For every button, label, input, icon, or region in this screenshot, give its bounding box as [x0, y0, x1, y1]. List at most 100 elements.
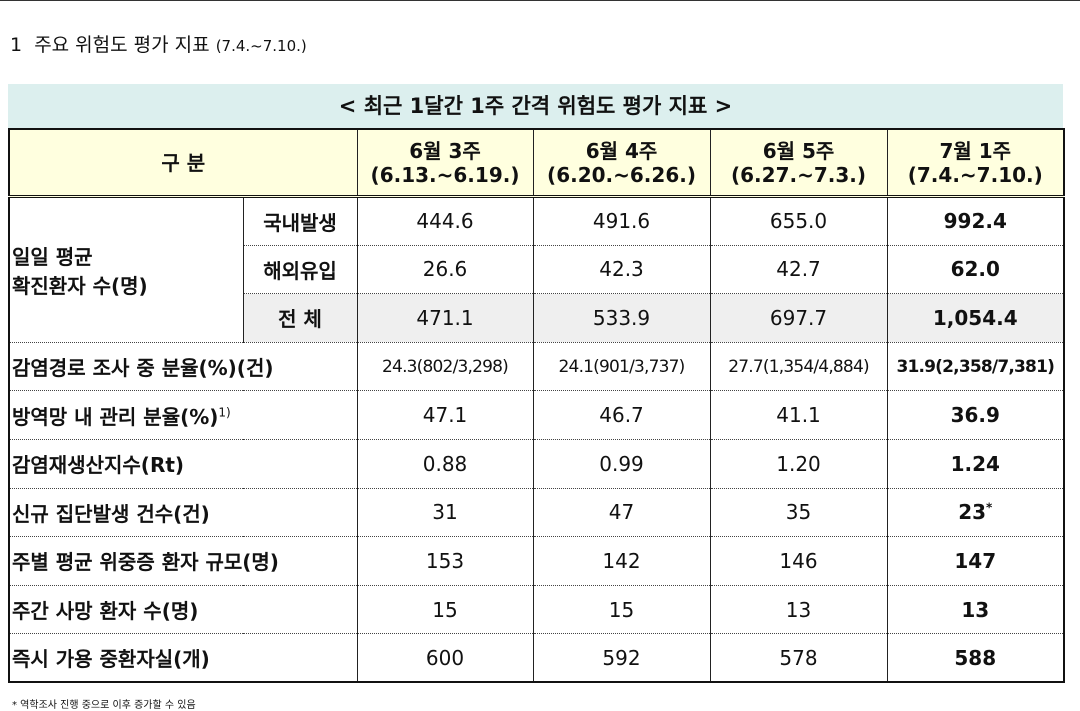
- value-cell: 153: [356, 536, 534, 586]
- value-cell: 42.7: [709, 244, 888, 295]
- value-cell: 147: [886, 536, 1065, 586]
- value-text: 142: [602, 548, 641, 573]
- value-text: 146: [779, 548, 818, 573]
- value-cell: 588: [886, 633, 1065, 684]
- row-label-text: 주간 사망 환자 수(명): [12, 599, 199, 624]
- header-row: 구 분 6월 3주 (6.13.~6.19.) 6월 4주 (6.20.~6.26.)…: [8, 128, 1065, 198]
- value-cell: 15: [356, 584, 534, 635]
- value-text: 23: [958, 500, 987, 525]
- indicator-row: 신규 집단발생 건수(건) 31 47 35 23*: [8, 487, 1065, 538]
- row-label-text: 주별 평균 위중증 환자 규모(명): [12, 550, 279, 575]
- value-cell: 578: [709, 633, 888, 684]
- value-cell: 24.3(802/3,298): [356, 341, 534, 392]
- table-head: 구 분 6월 3주 (6.13.~6.19.) 6월 4주 (6.20.~6.26.)…: [8, 128, 1065, 198]
- column-range: (7.4.~7.10.): [907, 162, 1043, 187]
- value-cell: 15: [532, 584, 711, 635]
- value-text: 0.99: [599, 451, 644, 476]
- group-label-line: 일일 평균: [12, 244, 93, 269]
- value-cell: 26.6: [356, 244, 534, 295]
- table-body: 일일 평균 확진환자 수(명) 국내발생 444.6 491.6 655.0 992.4 해외…: [8, 196, 1065, 684]
- value-text: 0.88: [422, 451, 468, 476]
- value-cell: 31: [356, 487, 534, 538]
- value-cell: 23*: [886, 487, 1065, 538]
- group-label-line: 확진환자 수(명): [12, 273, 148, 298]
- column-week: 6월 5주: [762, 138, 835, 163]
- value-cell: 146: [709, 536, 888, 586]
- row-label: 주별 평균 위중증 환자 규모(명): [8, 536, 358, 586]
- value-text: 36.9: [950, 403, 1000, 428]
- value-cell: 24.1(901/3,737): [532, 341, 711, 392]
- value-cell: 533.9: [532, 293, 711, 343]
- value-text: 13: [961, 597, 990, 622]
- table-caption: < 최근 1달간 1주 간격 위험도 평가 지표 >: [8, 84, 1063, 128]
- value-text: 15: [608, 597, 635, 622]
- column-range: (6.27.~7.3.): [731, 162, 867, 187]
- indicator-row: 주간 사망 환자 수(명) 15 15 13 13: [8, 584, 1065, 635]
- section-period: (7.4.~7.10.): [215, 37, 307, 55]
- row-label-text: 감염경로 조사 중 분율(%)(건): [12, 356, 274, 381]
- row-label-text: 즉시 가용 중환자실(개): [12, 647, 210, 672]
- value-cell: 992.4: [886, 196, 1065, 246]
- value-cell: 13: [709, 584, 888, 635]
- value-cell: 0.88: [356, 438, 534, 489]
- value-cell: 0.99: [532, 438, 711, 489]
- value-text: 600: [425, 645, 465, 670]
- value-cell: 1,054.4: [886, 293, 1065, 343]
- section-heading: 1 주요 위험도 평가 지표 (7.4.~7.10.): [10, 30, 307, 57]
- value-text: 588: [954, 645, 997, 670]
- indicator-row: 방역망 내 관리 분율(%)1) 47.1 46.7 41.1 36.9: [8, 390, 1065, 440]
- value-note: *: [986, 500, 993, 515]
- value-text: 27.7(1,354/4,884): [728, 356, 869, 377]
- value-text: 578: [779, 645, 818, 670]
- value-cell: 35: [709, 487, 888, 538]
- value-cell: 62.0: [886, 244, 1065, 295]
- corner-cell: 구 분: [8, 128, 358, 198]
- section-title: 주요 위험도 평가 지표: [34, 34, 210, 56]
- value-text: 147: [954, 548, 997, 573]
- column-header: 6월 5주 (6.27.~7.3.): [709, 128, 888, 198]
- value-cell: 471.1: [356, 293, 534, 343]
- daily-row: 일일 평균 확진환자 수(명) 국내발생 444.6 491.6 655.0 992.4: [8, 196, 1065, 343]
- row-label-text: 방역망 내 관리 분율(%): [12, 404, 219, 429]
- indicator-row: 감염재생산지수(Rt) 0.88 0.99 1.20 1.24: [8, 438, 1065, 489]
- value-text: 24.1(901/3,737): [558, 356, 686, 377]
- value-text: 31: [432, 500, 458, 525]
- row-label: 즉시 가용 중환자실(개): [8, 633, 358, 684]
- value-text: 46.7: [599, 403, 644, 428]
- footnote: * 역학조사 진행 중으로 이후 증가할 수 있음: [12, 700, 196, 711]
- value-cell: 47: [532, 487, 711, 538]
- value-cell: 142: [532, 536, 711, 586]
- row-label: 방역망 내 관리 분율(%)1): [8, 390, 358, 440]
- value-cell: 46.7: [532, 390, 711, 440]
- value-text: 13: [785, 597, 812, 622]
- value-cell: 27.7(1,354/4,884): [709, 341, 888, 392]
- indicator-row: 즉시 가용 중환자실(개) 600 592 578 588: [8, 633, 1065, 684]
- indicator-table: 구 분 6월 3주 (6.13.~6.19.) 6월 4주 (6.20.~6.26.)…: [8, 128, 1066, 684]
- column-week: 7월 1주: [939, 138, 1012, 163]
- value-text: 15: [432, 597, 458, 622]
- value-cell: 42.3: [532, 244, 711, 295]
- daily-sub-label: 해외유입: [242, 244, 358, 295]
- column-week: 6월 3주: [409, 138, 481, 163]
- row-label: 주간 사망 환자 수(명): [8, 584, 358, 635]
- value-cell: 697.7: [709, 293, 888, 343]
- daily-row: 전 체 471.1 533.9 697.7 1,054.4: [9, 293, 1065, 343]
- row-label: 신규 집단발생 건수(건): [8, 487, 358, 538]
- label-note: 1): [218, 405, 231, 420]
- value-text: 31.9(2,358/7,381): [896, 356, 1055, 377]
- row-label-text: 신규 집단발생 건수(건): [12, 501, 210, 526]
- value-cell: 655.0: [709, 196, 888, 246]
- value-text: 47.1: [422, 403, 468, 428]
- value-text: 1.24: [950, 451, 1000, 476]
- daily-sub-label: 국내발생: [242, 196, 358, 246]
- indicator-row: 감염경로 조사 중 분율(%)(건) 24.3(802/3,298) 24.1(90…: [8, 341, 1065, 392]
- value-cell: 13: [886, 584, 1065, 635]
- column-header: 6월 4주 (6.20.~6.26.): [532, 128, 711, 198]
- value-cell: 36.9: [886, 390, 1065, 440]
- value-cell: 47.1: [356, 390, 534, 440]
- top-rule: [0, 0, 1080, 1]
- column-header: 6월 3주 (6.13.~6.19.): [356, 128, 534, 198]
- value-text: 1.20: [776, 451, 821, 476]
